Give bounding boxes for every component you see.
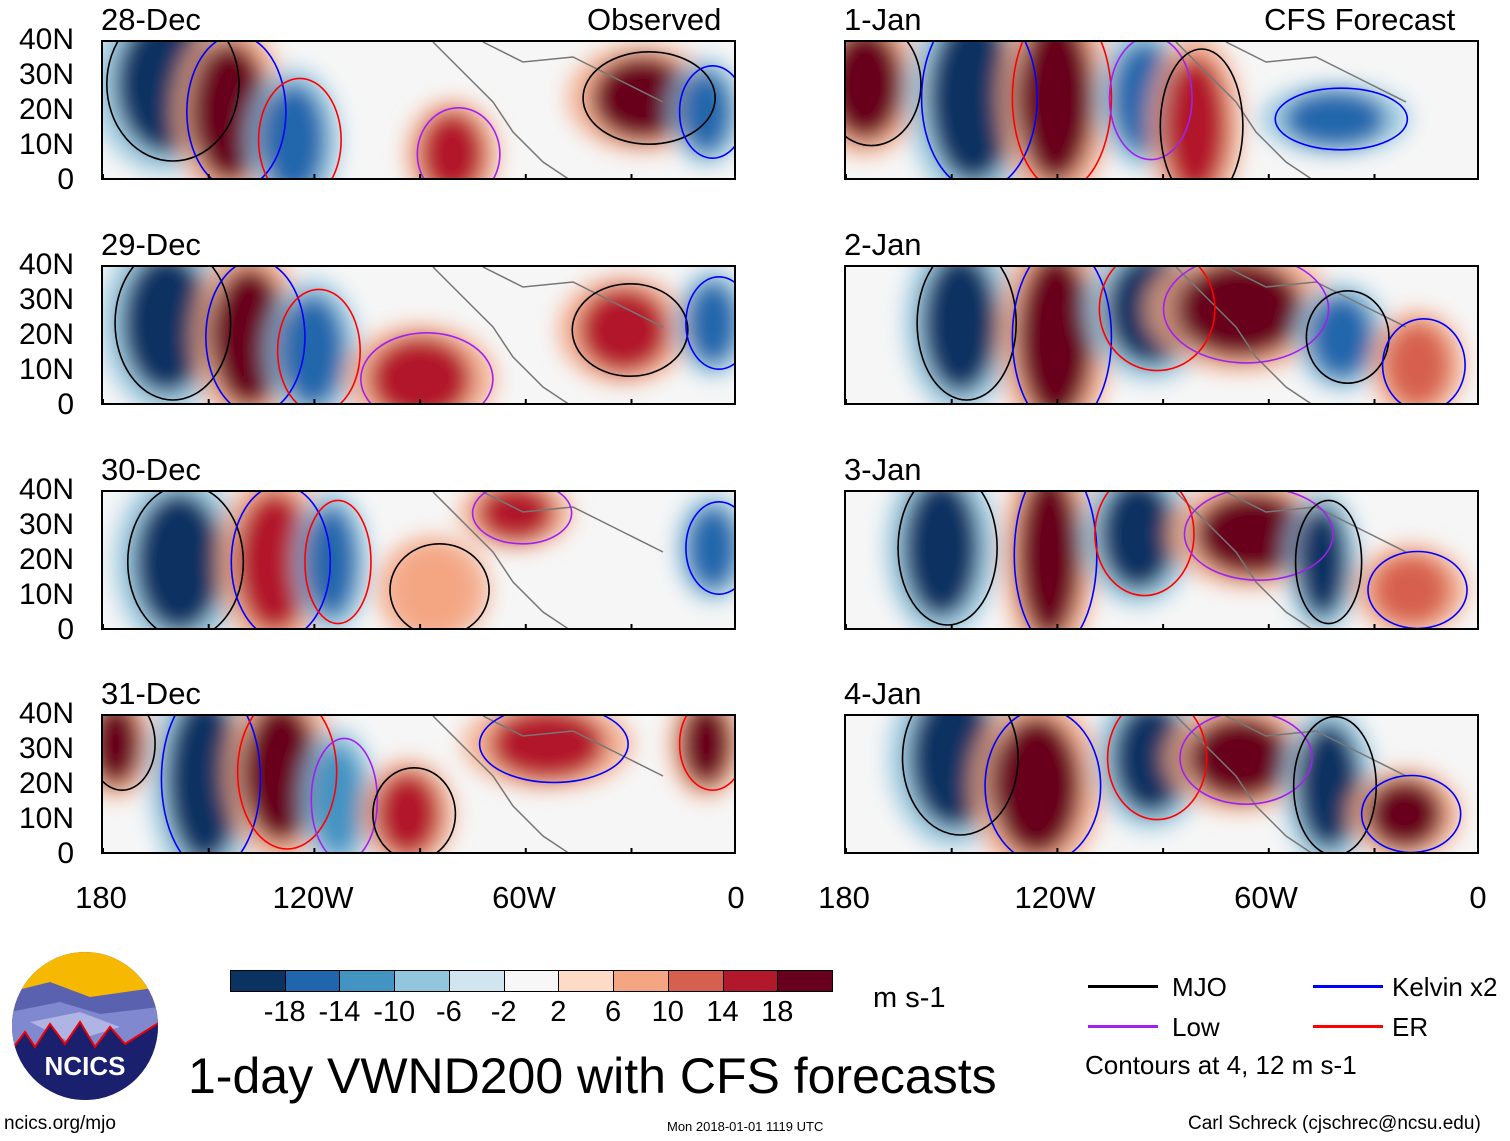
y-axis-label: 40N [18, 23, 74, 56]
colorbar-swatch [613, 970, 669, 992]
y-axis-label: 30N [18, 283, 74, 316]
colorbar-swatch [230, 970, 286, 992]
colorbar-label: -14 [318, 996, 361, 1028]
colorbar-units: m s-1 [873, 982, 946, 1014]
panel-date-label: 28-Dec [101, 2, 201, 37]
map-panel [844, 40, 1479, 180]
map-panel [844, 490, 1479, 630]
y-axis-label: 30N [18, 508, 74, 541]
x-label-120w: 120W [272, 880, 354, 915]
colorbar-swatch [722, 970, 779, 992]
panel-date-label: 3-Jan [844, 452, 922, 487]
legend-mjo-line [1088, 985, 1158, 988]
map-panel [844, 265, 1479, 405]
map-panel [844, 714, 1479, 854]
colorbar-label: 6 [605, 996, 622, 1028]
panel-date-label: 29-Dec [101, 227, 201, 262]
forecast-header: CFS Forecast [1264, 2, 1456, 37]
colorbar-label: 14 [706, 996, 739, 1028]
y-axis-label: 20N [18, 93, 74, 126]
panel-date-label: 31-Dec [101, 676, 201, 711]
panel-date-label: 4-Jan [844, 676, 922, 711]
y-axis-label: 10N [18, 578, 74, 611]
colorbar-label: -6 [436, 996, 462, 1028]
x-label-180-right: 180 [818, 880, 870, 915]
y-axis-label: 10N [18, 802, 74, 835]
x-label-60w: 60W [492, 880, 556, 915]
y-axis-label: 40N [18, 473, 74, 506]
colorbar-label: -2 [490, 996, 517, 1028]
legend-er-line [1313, 1025, 1383, 1028]
map-panel [101, 40, 736, 180]
x-label-0: 0 [727, 880, 745, 915]
y-axis-label: 0 [57, 837, 74, 870]
y-axis-label: 20N [18, 543, 74, 576]
logo-text: NCICS [45, 1051, 126, 1081]
legend-mjo: MJO [1172, 972, 1227, 1002]
y-axis-label: 0 [57, 163, 74, 196]
colorbar-swatch [777, 970, 833, 992]
y-axis-label: 0 [57, 388, 74, 421]
colorbar-label: -10 [373, 996, 416, 1028]
y-axis-label: 0 [57, 613, 74, 646]
y-axis-label: 40N [18, 248, 74, 281]
legend-kelvin: Kelvin x2 [1392, 972, 1498, 1002]
colorbar-swatch [558, 970, 615, 992]
colorbar-label: 10 [651, 996, 684, 1028]
colorbar-label: 18 [761, 996, 794, 1028]
footer-timestamp: Mon 2018-01-01 1119 UTC [667, 1119, 824, 1134]
figure-title: 1-day VWND200 with CFS forecasts [188, 1048, 997, 1104]
panel-date-label: 2-Jan [844, 227, 922, 262]
colorbar-swatch [394, 970, 450, 992]
x-label-0-right: 0 [1469, 880, 1487, 915]
legend-low: Low [1172, 1012, 1220, 1042]
map-panel [101, 714, 736, 854]
ncics-logo: NCICS [12, 952, 158, 1100]
panel-date-label: 1-Jan [844, 2, 922, 37]
colorbar-swatch [503, 970, 560, 992]
y-axis-label: 10N [18, 128, 74, 161]
x-label-60w-right: 60W [1234, 880, 1298, 915]
contours-note: Contours at 4, 12 m s-1 [1085, 1050, 1357, 1080]
colorbar-label: 2 [550, 996, 567, 1028]
colorbar-label: -18 [263, 996, 306, 1028]
legend-er: ER [1392, 1012, 1429, 1042]
y-axis-label: 40N [18, 697, 74, 730]
colorbar-swatch [667, 970, 724, 992]
colorbar-swatch [284, 970, 341, 992]
x-label-120w-right: 120W [1014, 880, 1096, 915]
y-axis-label: 10N [18, 353, 74, 386]
legend-low-line [1088, 1025, 1158, 1028]
map-panel [101, 265, 736, 405]
colorbar-swatch [339, 970, 396, 992]
y-axis-label: 20N [18, 767, 74, 800]
y-axis-label: 30N [18, 58, 74, 91]
footer-url[interactable]: ncics.org/mjo [4, 1113, 116, 1134]
panel-date-label: 30-Dec [101, 452, 201, 487]
footer-author: Carl Schreck (cjschrec@ncsu.edu) [1188, 1113, 1481, 1134]
y-axis-label: 20N [18, 318, 74, 351]
y-axis-label: 30N [18, 732, 74, 765]
x-label-180: 180 [75, 880, 127, 915]
colorbar-swatch [448, 970, 505, 992]
observed-header: Observed [587, 2, 722, 37]
map-panel [101, 490, 736, 630]
legend-kelvin-line [1313, 985, 1383, 988]
